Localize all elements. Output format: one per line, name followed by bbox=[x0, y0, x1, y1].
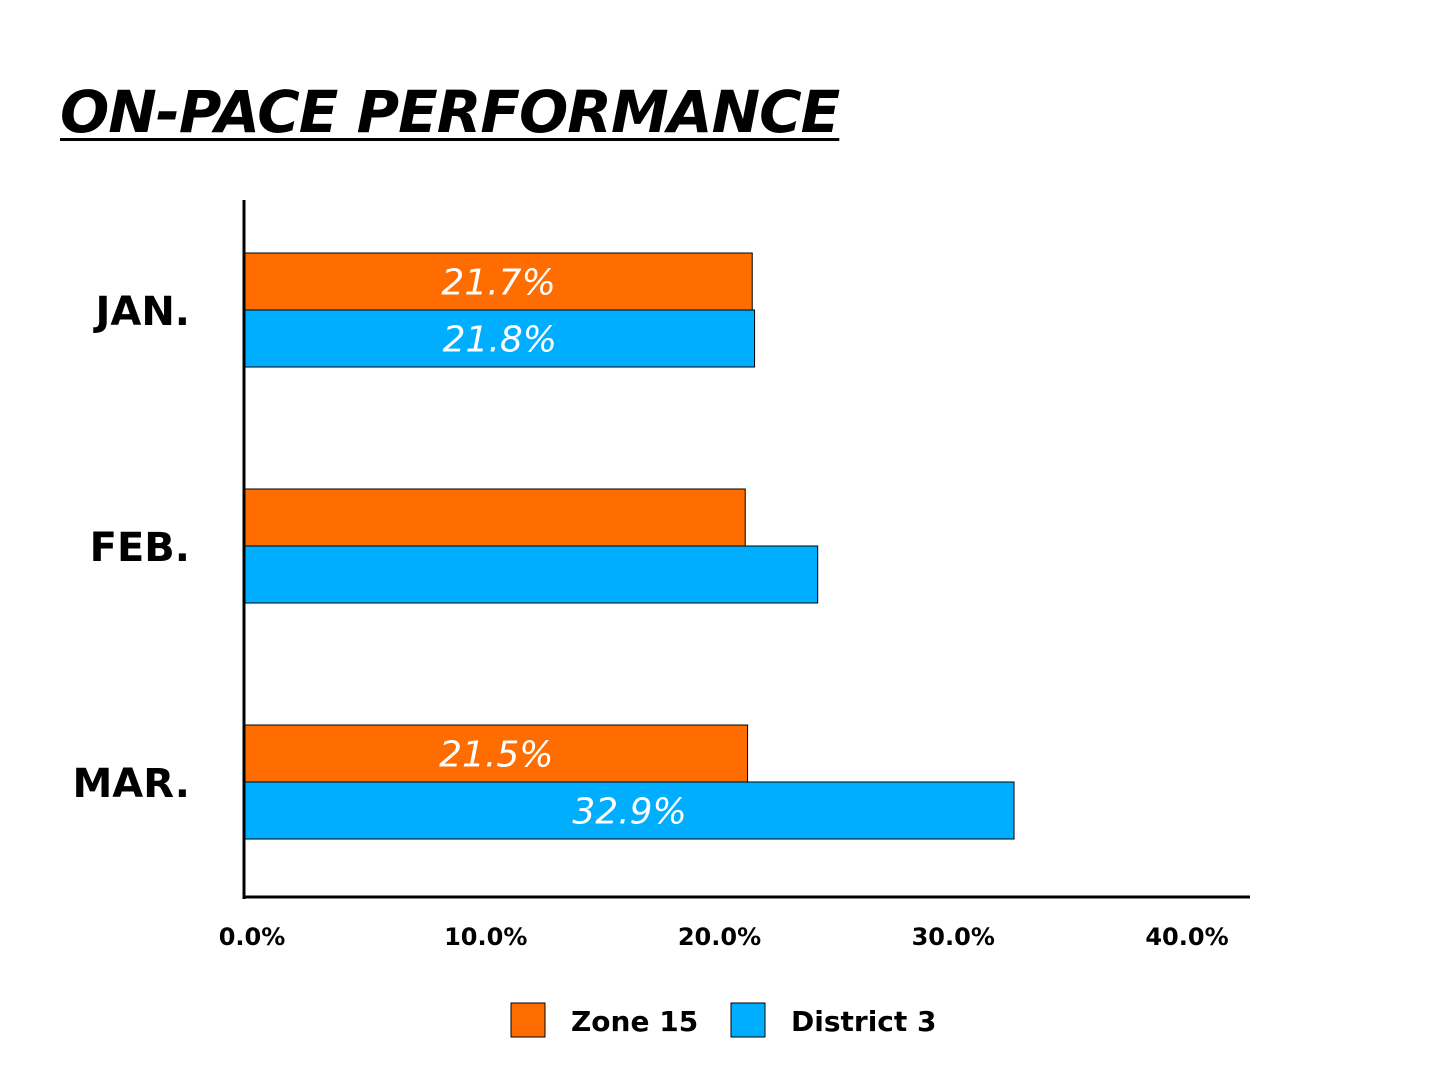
legend-swatch-district-3 bbox=[730, 1002, 766, 1038]
legend-label-district-3: District 3 bbox=[791, 1005, 937, 1038]
chart-title: ON-PACE PERFORMANCE bbox=[60, 78, 840, 146]
x-tick-label: 30.0% bbox=[912, 923, 995, 951]
data-label: 21.5% bbox=[439, 735, 553, 776]
category-label: FEB. bbox=[90, 525, 190, 571]
category-label: JAN. bbox=[92, 289, 190, 335]
category-label: MAR. bbox=[73, 761, 191, 807]
data-label: 32.9% bbox=[572, 792, 686, 833]
bar-district-3-jan bbox=[244, 309, 756, 368]
bar-zone-15-mar bbox=[244, 724, 749, 783]
data-label: 21.8% bbox=[443, 320, 557, 361]
legend-label-zone-15: Zone 15 bbox=[571, 1005, 698, 1038]
x-tick-label: 40.0% bbox=[1145, 923, 1228, 951]
bar-zone-15-jan bbox=[244, 252, 753, 311]
data-label: 21.7% bbox=[441, 263, 555, 304]
x-tick-label: 10.0% bbox=[444, 923, 527, 951]
x-tick-label: 0.0% bbox=[219, 923, 286, 951]
legend-swatch-zone-15 bbox=[510, 1002, 546, 1038]
x-tick-label: 20.0% bbox=[678, 923, 761, 951]
bar-district-3-mar bbox=[244, 781, 1015, 840]
bar-zone-15-feb bbox=[244, 488, 746, 547]
bar-district-3-feb bbox=[244, 545, 819, 604]
